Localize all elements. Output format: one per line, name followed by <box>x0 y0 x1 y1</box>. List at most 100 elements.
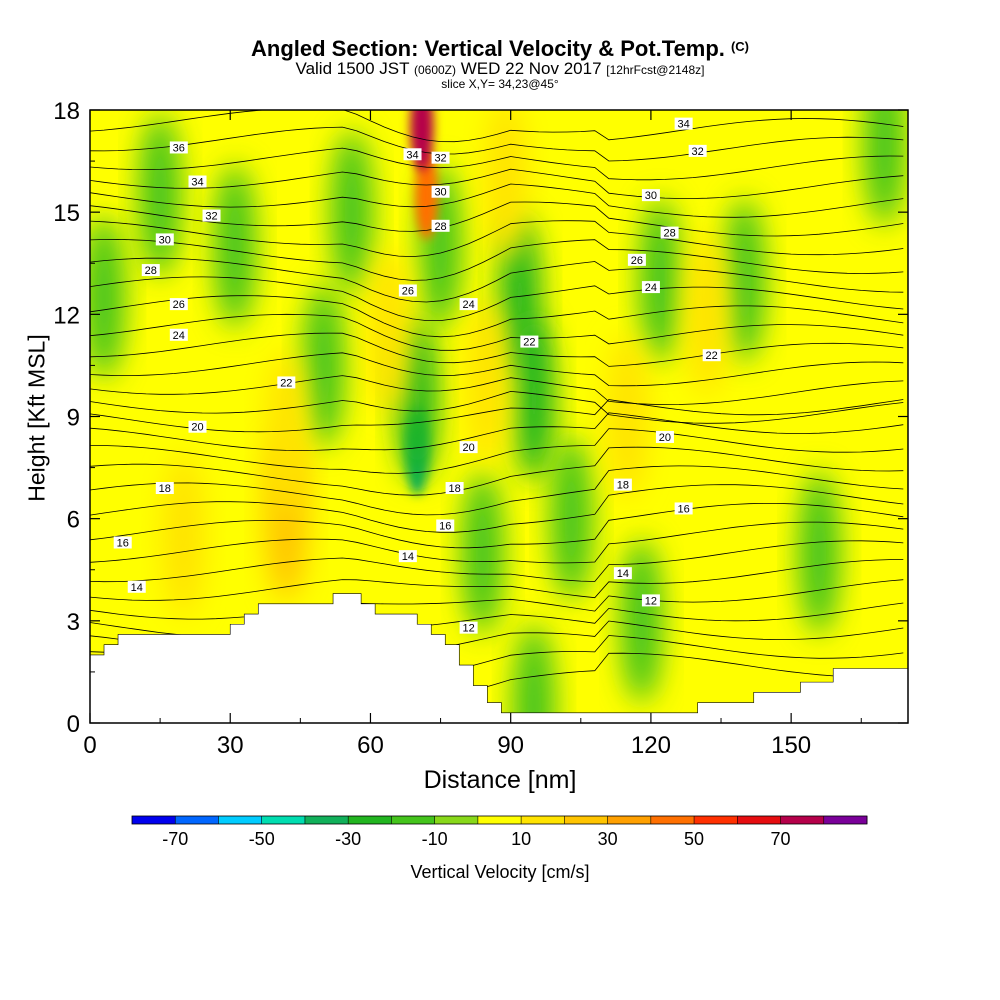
theta-label: 34 <box>188 175 207 189</box>
terrain-mask <box>89 593 909 724</box>
theta-label: 14 <box>398 550 417 563</box>
theta-label: 20 <box>459 441 478 454</box>
theta-contour <box>90 465 904 516</box>
velocity-cell <box>213 164 256 328</box>
theta-contour <box>90 183 904 218</box>
theta-label: 12 <box>641 594 660 607</box>
svg-text:20: 20 <box>191 422 203 434</box>
velocity-cell <box>484 110 528 260</box>
colorbar-swatch <box>132 816 176 824</box>
svg-text:20: 20 <box>659 432 671 444</box>
colorbar-frame <box>131 815 868 825</box>
svg-text:34: 34 <box>678 119 690 131</box>
x-tick-label: 60 <box>357 732 384 759</box>
theta-contour <box>90 332 904 367</box>
svg-text:28: 28 <box>145 265 157 277</box>
theta-label: 20 <box>655 430 674 444</box>
velocity-cell <box>265 351 308 516</box>
colorbar-swatch <box>564 816 609 824</box>
svg-text:22: 22 <box>280 377 292 389</box>
velocity-cell <box>606 334 649 499</box>
colorbar: -70 -50 -30 -10 10 30 50 70 <box>131 815 868 849</box>
colorbar-label: Vertical Velocity [cm/s] <box>410 862 590 882</box>
svg-text:16: 16 <box>117 538 129 550</box>
svg-text:12: 12 <box>645 595 657 607</box>
theta-label: 32 <box>202 209 221 223</box>
svg-text:16: 16 <box>439 520 451 532</box>
slice-label: slice X,Y= 34,23@45° <box>441 77 559 91</box>
velocity-cell <box>466 300 509 465</box>
velocity-cell <box>90 215 126 380</box>
theta-label: 18 <box>613 478 632 492</box>
colorbar-swatch <box>737 816 782 824</box>
colorbar-swatch <box>477 816 522 824</box>
theta-label: 16 <box>113 536 132 550</box>
svg-text:32: 32 <box>692 146 704 158</box>
svg-text:26: 26 <box>402 285 414 297</box>
colorbar-swatch <box>175 816 219 824</box>
theta-label: 22 <box>520 335 539 349</box>
theta-label: 18 <box>155 482 174 495</box>
svg-text:14: 14 <box>131 582 143 594</box>
theta-contour <box>90 399 904 433</box>
theta-label: 26 <box>398 284 417 297</box>
colorbar-tick-label: 50 <box>684 829 704 849</box>
theta-label: 30 <box>155 233 174 246</box>
theta-contour-labels: 36 34 32 30 28 26 24 22 20 18 16 14 34 32 30 28 26 24 22 20… <box>113 117 721 635</box>
theta-label: 18 <box>445 482 464 495</box>
colorbar-swatch <box>607 816 652 824</box>
svg-text:30: 30 <box>434 187 446 199</box>
theta-label: 24 <box>459 298 478 311</box>
colorbar-tick-label: -30 <box>335 829 361 849</box>
theta-label: 28 <box>141 264 160 277</box>
theta-contours <box>90 110 904 701</box>
velocity-cell <box>139 113 182 277</box>
theta-contour <box>90 313 904 351</box>
title-mark: (C) <box>730 39 749 54</box>
svg-text:22: 22 <box>706 350 718 362</box>
theta-contour <box>90 220 904 258</box>
theta-label: 30 <box>431 185 450 199</box>
colorbar-swatch <box>304 816 349 824</box>
svg-text:18: 18 <box>617 480 629 492</box>
y-tick-label: 12 <box>53 302 80 329</box>
svg-text:26: 26 <box>631 255 643 267</box>
svg-text:16: 16 <box>678 503 690 515</box>
theta-contour <box>90 446 904 496</box>
velocity-cell <box>461 470 504 635</box>
velocity-cell <box>302 283 345 448</box>
y-tick-label: 6 <box>67 507 80 534</box>
colorbar-swatch <box>261 816 306 824</box>
colorbar-swatch <box>521 816 565 824</box>
theta-label: 22 <box>702 349 721 362</box>
theta-label: 24 <box>641 281 660 294</box>
theta-label: 14 <box>613 567 632 580</box>
theta-label: 26 <box>169 298 188 311</box>
svg-text:24: 24 <box>645 282 657 294</box>
velocity-cell <box>798 470 841 635</box>
svg-text:22: 22 <box>523 337 535 349</box>
theta-label: 30 <box>641 189 660 202</box>
svg-text:30: 30 <box>645 190 657 202</box>
svg-text:12: 12 <box>462 623 474 635</box>
theta-label: 20 <box>188 420 207 434</box>
theta-contour <box>90 579 904 620</box>
theta-label: 22 <box>277 376 296 389</box>
colorbar-swatch <box>348 816 392 824</box>
svg-text:24: 24 <box>173 330 185 342</box>
x-tick-label: 30 <box>217 732 244 759</box>
svg-text:36: 36 <box>173 142 185 154</box>
x-tick-label: 0 <box>83 732 96 759</box>
velocity-cell <box>513 624 556 723</box>
theta-label: 34 <box>674 117 693 131</box>
colorbar-swatch <box>650 816 695 824</box>
y-tick-label: 9 <box>67 405 80 432</box>
colorbar-tick-label: -50 <box>249 829 275 849</box>
theta-contour <box>90 503 904 549</box>
colorbar-swatch <box>391 816 436 824</box>
colorbar-tick-label: 70 <box>771 829 791 849</box>
theta-label: 14 <box>127 580 146 594</box>
theta-label: 32 <box>431 151 450 165</box>
